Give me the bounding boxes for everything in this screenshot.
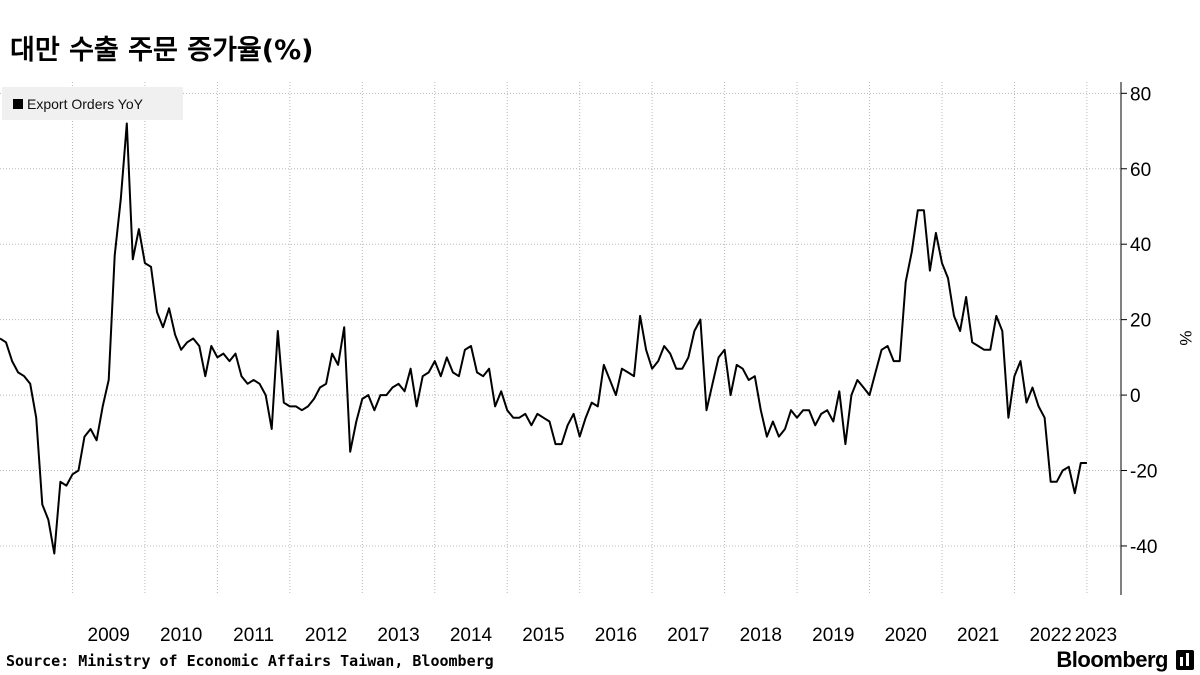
x-tick-label: 2012 (305, 625, 347, 646)
x-tick-label: 2014 (450, 625, 493, 646)
series-line-export-orders-yoy (0, 122, 1087, 555)
x-tick-label: 2013 (377, 625, 419, 646)
x-tick-label: 2023 (1075, 625, 1117, 646)
y-tick-label: 60 (1130, 160, 1151, 181)
legend: Export Orders YoY (2, 87, 183, 120)
x-tick-label: 2011 (233, 625, 274, 646)
x-tick-label: 2015 (522, 625, 564, 646)
y-tick-label: 80 (1130, 84, 1151, 105)
legend-label: Export Orders YoY (27, 95, 143, 112)
y-tick-label: 0 (1130, 386, 1141, 407)
y-tick-label: 20 (1130, 311, 1151, 332)
source-note: Source: Ministry of Economic Affairs Tai… (6, 652, 494, 670)
y-tick-label: -40 (1130, 537, 1157, 558)
x-tick-label: 2010 (160, 625, 202, 646)
y-tick-label: -20 (1130, 462, 1157, 483)
x-tick-label: 2019 (812, 625, 854, 646)
y-axis-unit-label: % (1176, 330, 1195, 345)
chart-title: 대만 수출 주문 증가율(%) (10, 35, 314, 66)
legend-swatch (13, 98, 23, 109)
y-axis-ticks: -40 -20 0 20 40 60 80 (1121, 84, 1157, 558)
x-tick-label: 2017 (667, 625, 709, 646)
x-tick-label: 2021 (957, 625, 999, 646)
bloomberg-terminal-icon (1176, 650, 1194, 670)
x-tick-label: 2009 (88, 625, 130, 646)
x-tick-label: 2016 (595, 625, 637, 646)
x-axis-ticks: 2009 2010 2011 2012 2013 2014 2015 2016 2017 2018… (88, 625, 1118, 646)
y-tick-label: 40 (1130, 235, 1151, 256)
vertical-gridlines (71, 82, 1088, 595)
horizontal-gridlines (0, 92, 1121, 547)
brand-logo: Bloomberg (1056, 647, 1168, 672)
x-tick-label: 2018 (740, 625, 782, 646)
x-tick-label: 2022 (1030, 625, 1072, 646)
x-tick-label: 2020 (885, 625, 927, 646)
